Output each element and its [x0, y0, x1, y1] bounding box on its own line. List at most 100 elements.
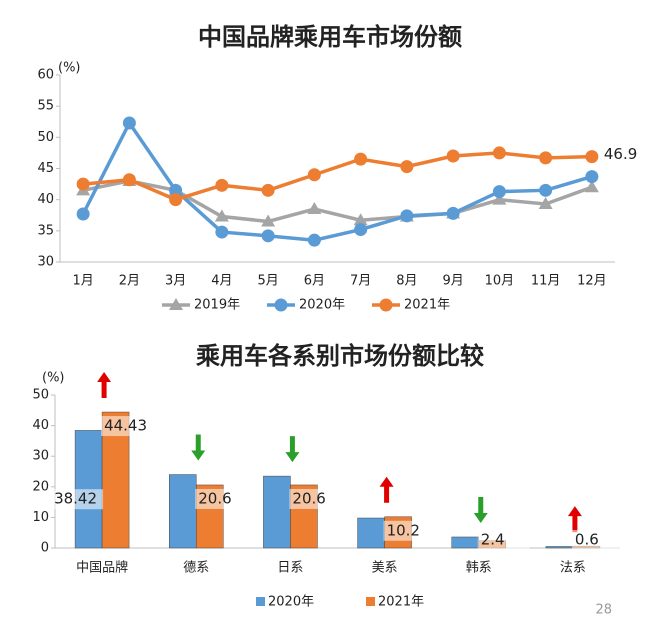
marker: [76, 177, 90, 191]
marker: [538, 197, 553, 210]
legend-label: 2019年: [194, 298, 240, 313]
x-tick-label: 4月: [211, 274, 232, 289]
x-tick-label: 10月: [485, 274, 515, 289]
x-tick-label: 3月: [165, 274, 186, 289]
marker: [353, 213, 368, 226]
marker: [214, 209, 229, 222]
marker: [354, 152, 368, 166]
marker: [446, 149, 460, 163]
trend-arrow: [97, 372, 112, 399]
data-label: 2.4: [481, 531, 505, 549]
marker: [492, 185, 506, 199]
label-bg: [477, 530, 530, 550]
data-label: 20.6: [198, 489, 231, 507]
marker: [585, 150, 599, 164]
legend-label: 2020年: [268, 595, 314, 610]
label-bg: [383, 520, 436, 541]
marker: [446, 206, 460, 220]
y-tick-label: 40: [37, 192, 54, 207]
trend-arrow: [379, 476, 394, 503]
page-number: 28: [595, 603, 612, 618]
x-tick-label: 2月: [119, 274, 140, 289]
x-tick-label: 8月: [396, 274, 417, 289]
y-unit: (%): [42, 371, 65, 386]
label-bg: [101, 416, 154, 437]
bar: [169, 474, 197, 549]
data-label: 0.6: [575, 531, 599, 549]
y-unit: (%): [58, 61, 81, 76]
marker: [400, 160, 414, 174]
marker: [169, 183, 183, 197]
legend-swatch: [366, 597, 375, 606]
marker: [539, 151, 553, 165]
x-tick-label: 6月: [304, 274, 325, 289]
y-tick-label: 50: [37, 130, 54, 145]
data-label: 10.2: [387, 521, 420, 539]
label-bg: [195, 488, 248, 509]
trend-arrow: [567, 506, 582, 533]
marker: [215, 178, 229, 192]
line: [82, 151, 592, 202]
x-tick-label: 7月: [350, 274, 371, 289]
marker: [400, 209, 414, 223]
x-tick-label: 日系: [277, 561, 303, 576]
marker: [215, 225, 229, 239]
marker: [261, 183, 275, 197]
x-tick-label: 中国品牌: [76, 560, 128, 576]
y-tick-label: 55: [37, 99, 54, 114]
label-bg: [289, 488, 342, 509]
data-label: 20.6: [292, 489, 325, 507]
legend-label: 2021年: [378, 595, 424, 610]
marker: [261, 214, 276, 227]
marker: [307, 202, 322, 215]
legend-swatch: [256, 597, 265, 606]
chart-title: 乘用车各系别市场份额比较: [195, 342, 484, 370]
y-tick-label: 35: [37, 223, 54, 238]
y-tick-label: 30: [32, 449, 49, 464]
marker: [169, 193, 183, 207]
y-tick-label: 0: [41, 541, 49, 556]
marker: [169, 298, 183, 310]
x-tick-label: 德系: [183, 561, 209, 576]
marker: [122, 116, 136, 130]
y-tick-label: 40: [32, 418, 49, 433]
bar: [451, 536, 479, 549]
marker: [492, 146, 506, 160]
trend-arrow: [473, 496, 488, 523]
label-bg: [571, 530, 624, 550]
data-label: 38.42: [54, 490, 97, 508]
y-tick-label: 20: [32, 479, 49, 494]
data-label: 46.9: [604, 145, 637, 163]
x-tick-label: 9月: [442, 274, 463, 289]
x-tick-label: 12月: [577, 274, 607, 289]
legend-label: 2020年: [299, 298, 345, 313]
x-tick-label: 1月: [72, 274, 93, 289]
marker: [584, 180, 599, 193]
y-tick-label: 50: [32, 388, 49, 403]
marker: [379, 298, 393, 312]
line: [81, 119, 593, 242]
y-tick-label: 10: [32, 510, 49, 525]
y-tick-label: 45: [37, 161, 54, 176]
marker: [307, 168, 321, 182]
trend-arrow: [285, 436, 300, 463]
y-tick-label: 60: [37, 68, 54, 83]
marker: [354, 223, 368, 237]
x-tick-label: 法系: [560, 561, 586, 576]
x-tick-label: 11月: [531, 274, 561, 289]
x-tick-label: 5月: [257, 274, 278, 289]
trend-arrow: [191, 434, 206, 461]
bar: [263, 475, 291, 549]
y-tick-label: 30: [37, 255, 54, 270]
label-bg: [51, 489, 104, 510]
data-label: 44.43: [104, 417, 147, 435]
marker: [307, 233, 321, 247]
marker: [274, 298, 288, 312]
chart-title: 中国品牌乘用车市场份额: [198, 23, 462, 51]
bar: [357, 517, 385, 549]
legend-label: 2021年: [404, 298, 450, 313]
bar: [545, 546, 574, 549]
marker: [76, 207, 90, 221]
line: [82, 179, 593, 224]
